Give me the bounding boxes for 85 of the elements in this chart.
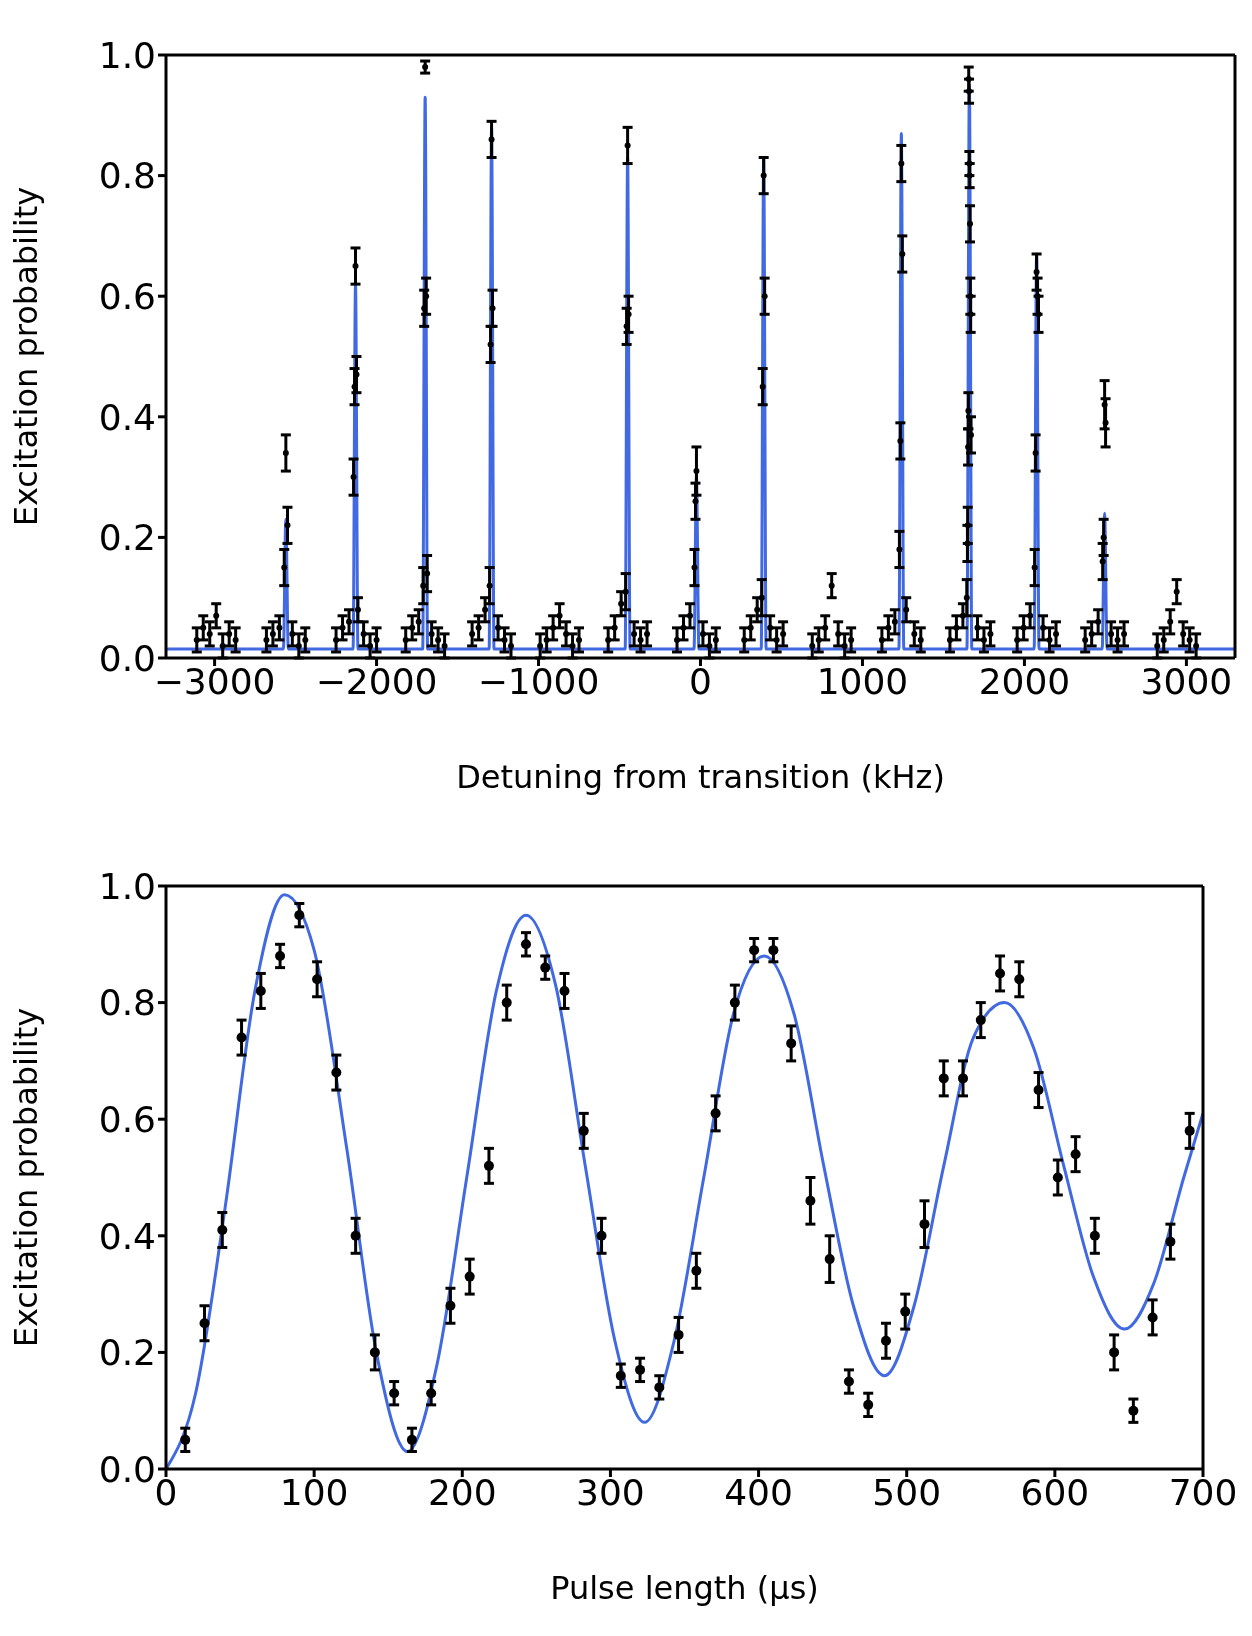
point bbox=[520, 939, 531, 950]
x-tick-label: 1000 bbox=[816, 660, 909, 702]
point bbox=[673, 1329, 684, 1340]
point bbox=[217, 1224, 228, 1235]
point bbox=[691, 1265, 702, 1276]
point bbox=[464, 1271, 475, 1282]
point bbox=[350, 1230, 361, 1241]
x-axis-title: Detuning from transition (kHz) bbox=[456, 758, 945, 796]
point bbox=[880, 1335, 891, 1346]
point bbox=[958, 1073, 969, 1084]
point bbox=[1070, 1149, 1081, 1160]
x-tick-label: 0 bbox=[689, 660, 712, 702]
point bbox=[559, 985, 570, 996]
point bbox=[900, 1306, 911, 1317]
point bbox=[501, 997, 512, 1008]
point bbox=[768, 945, 779, 956]
point bbox=[369, 1347, 380, 1358]
x-tick-label: 700 bbox=[1168, 1471, 1238, 1513]
point bbox=[578, 1125, 589, 1136]
y-tick-label: 0.0 bbox=[98, 637, 156, 679]
x-tick-label: −3000 bbox=[153, 660, 276, 702]
y-tick-label: 0.8 bbox=[98, 982, 156, 1024]
point bbox=[331, 1067, 342, 1078]
point bbox=[483, 1160, 494, 1171]
point bbox=[312, 974, 323, 985]
y-axis-title: Excitation probability bbox=[7, 186, 46, 527]
y-axis-title: Excitation probability bbox=[7, 1007, 46, 1348]
point bbox=[995, 968, 1006, 979]
x-tick-label: −1000 bbox=[477, 660, 600, 702]
point bbox=[805, 1195, 816, 1206]
point bbox=[1014, 974, 1025, 985]
point bbox=[596, 1230, 607, 1241]
point bbox=[635, 1364, 646, 1375]
y-tick-label: 0.4 bbox=[98, 1215, 156, 1257]
point bbox=[1109, 1347, 1120, 1358]
x-tick-label: −2000 bbox=[315, 660, 438, 702]
point bbox=[1184, 1125, 1195, 1136]
point bbox=[975, 1015, 986, 1026]
y-tick-label: 1.0 bbox=[98, 865, 156, 907]
point bbox=[863, 1399, 874, 1410]
x-tick-label: 300 bbox=[576, 1471, 645, 1513]
point bbox=[786, 1038, 797, 1049]
point bbox=[729, 997, 740, 1008]
y-tick-label: 0.2 bbox=[98, 517, 156, 559]
point bbox=[389, 1388, 400, 1399]
x-tick-label: 600 bbox=[1020, 1471, 1090, 1513]
x-tick-label: 2000 bbox=[978, 660, 1071, 702]
x-tick-label: 100 bbox=[279, 1471, 349, 1513]
point bbox=[1052, 1172, 1063, 1183]
point bbox=[1128, 1405, 1139, 1416]
x-tick-label: 400 bbox=[724, 1471, 793, 1513]
x-axis-title: Pulse length (μs) bbox=[550, 1569, 819, 1607]
point bbox=[710, 1108, 721, 1119]
x-tick-label: 200 bbox=[427, 1471, 497, 1513]
point bbox=[615, 1370, 626, 1381]
x-tick-label: 0 bbox=[154, 1471, 178, 1513]
y-tick-label: 0.4 bbox=[98, 396, 156, 438]
y-tick-label: 0.6 bbox=[98, 275, 156, 317]
point bbox=[180, 1434, 191, 1445]
point bbox=[294, 910, 305, 921]
point bbox=[199, 1318, 210, 1329]
point bbox=[843, 1376, 854, 1387]
y-tick-label: 0.6 bbox=[98, 1098, 156, 1140]
point bbox=[1147, 1312, 1158, 1323]
point bbox=[255, 985, 266, 996]
point bbox=[540, 962, 551, 973]
point bbox=[919, 1219, 930, 1230]
point bbox=[1165, 1236, 1176, 1247]
point bbox=[426, 1388, 437, 1399]
point bbox=[824, 1254, 835, 1265]
point bbox=[406, 1434, 417, 1445]
point bbox=[749, 945, 760, 956]
point bbox=[1089, 1230, 1100, 1241]
y-tick-label: 0.8 bbox=[98, 155, 156, 197]
x-tick-label: 500 bbox=[872, 1471, 942, 1513]
y-tick-label: 0.2 bbox=[98, 1332, 156, 1374]
point bbox=[1033, 1085, 1044, 1096]
y-tick-label: 0.0 bbox=[98, 1448, 156, 1490]
point bbox=[938, 1073, 949, 1084]
point bbox=[275, 950, 286, 961]
y-tick-label: 1.0 bbox=[98, 34, 156, 76]
point bbox=[236, 1032, 247, 1043]
point bbox=[445, 1300, 456, 1311]
x-tick-label: 3000 bbox=[1140, 660, 1233, 702]
point bbox=[654, 1382, 665, 1393]
